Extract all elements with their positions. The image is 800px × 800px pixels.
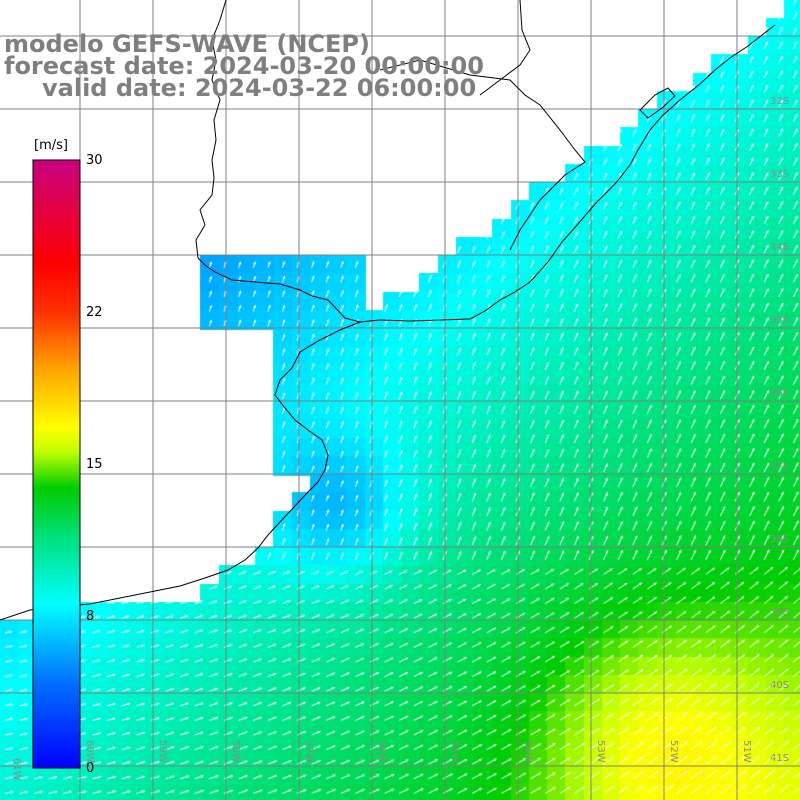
lat-label-39s: 39S [770,607,789,618]
colorbar: [m/s] 30 22 15 8 0 [32,138,103,776]
argentina-coast [0,321,361,621]
lat-labels: 32S 33S 34S 35S 36S 37S 38S 39S 40S 41S [770,96,789,764]
lat-label-37s: 37S [770,461,789,472]
lat-label-36s: 36S [770,388,789,399]
colorbar-tick-8: 8 [86,609,94,624]
lon-label-58w: 58W [230,740,241,763]
lon-labels: 61W 60W 59W 58W 57W 56W 55W 54W 53W 52W … [11,740,752,781]
colorbar-tick-22: 22 [86,305,103,320]
lat-label-33s: 33S [770,169,789,180]
interior-border [379,59,586,251]
colorbar-tick-15: 15 [86,457,103,472]
lon-label-54w: 54W [522,740,533,763]
lagoa-mirim [639,87,676,119]
lat-label-41s: 41S [770,753,789,764]
valid-date: valid date: 2024-03-22 06:00:00 [42,74,476,102]
lat-label-35s: 35S [770,315,789,326]
lon-label-56w: 56W [376,740,387,763]
lat-label-34s: 34S [770,242,789,253]
lon-label-53w: 53W [595,740,606,763]
lon-label-52w: 52W [668,740,679,763]
lon-label-59w: 59W [157,740,168,763]
lon-label-55w: 55W [449,740,460,763]
northern-border [479,0,531,96]
lat-label-32s: 32S [770,96,789,107]
lon-label-60w: 60W [84,740,95,763]
lat-label-40s: 40S [770,680,789,691]
uruguay-brazil-coast [359,24,776,323]
colorbar-scale [32,159,81,769]
title-block: modelo GEFS-WAVE (NCEP) forecast date: 2… [4,30,484,102]
uruguay-river-border [195,0,361,323]
colorbar-tick-0: 0 [86,761,94,776]
lon-label-57w: 57W [303,740,314,763]
colorbar-unit: [m/s] [34,138,68,153]
lat-label-38s: 38S [770,534,789,545]
model-title: modelo GEFS-WAVE (NCEP) [4,30,370,58]
lon-label-51w: 51W [741,740,752,763]
coastline [0,0,776,621]
lon-label-61w: 61W [11,758,22,781]
colorbar-tick-30: 30 [86,153,103,168]
forecast-date: forecast date: 2024-03-20 00:00:00 [4,52,484,80]
